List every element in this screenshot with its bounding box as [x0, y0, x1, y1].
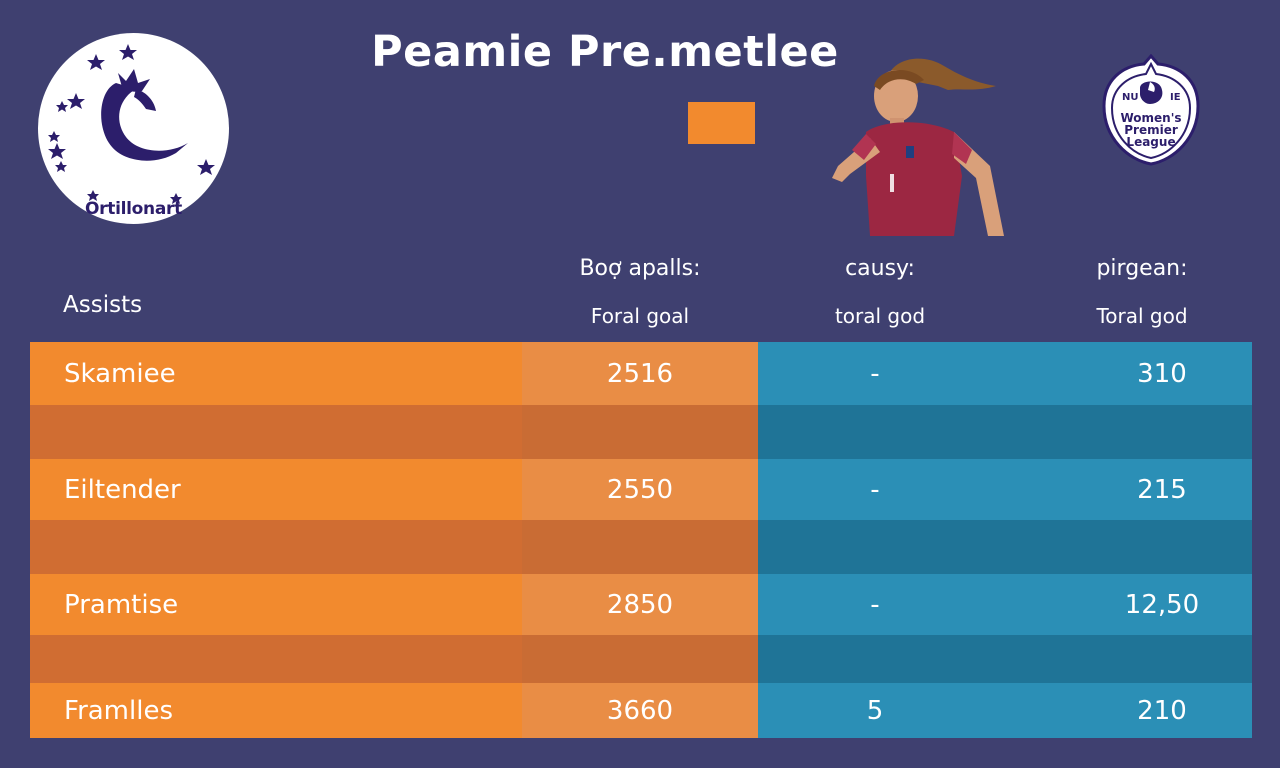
club-crest-logo: Ortillonart	[38, 33, 229, 224]
table-row: Skamiee 2516 - 310	[30, 342, 1252, 405]
pirgean-cell: 215	[1137, 474, 1187, 505]
league-logo: NU A IE Women's Premier League	[1100, 53, 1202, 166]
player-name-cell: Eiltender	[64, 474, 181, 505]
lion-shield-icon: NU A IE	[1102, 53, 1200, 166]
table-spacer-row	[30, 635, 1252, 683]
column-subheader-goals: Foral goal	[590, 304, 690, 328]
column-header-pirgean: pirgean:	[1096, 256, 1188, 281]
league-logo-line: Premier	[1124, 123, 1178, 137]
causy-cell: -	[870, 589, 880, 620]
row-header-assists: Assists	[63, 292, 143, 318]
goal-cell: 2550	[606, 474, 674, 505]
dragon-crest-icon	[48, 44, 215, 204]
goal-cell: 2850	[606, 589, 674, 620]
orange-color-swatch	[688, 102, 755, 144]
table-row: Pramtise 2850 - 12,50	[30, 574, 1252, 635]
goal-cell: 3660	[606, 695, 674, 726]
pirgean-cell: 310	[1137, 358, 1187, 389]
page-title: Peamie Pre.metlee	[371, 27, 839, 77]
league-logo-arc-left: NU A	[1122, 92, 1150, 103]
goal-cell: 2516	[606, 358, 674, 389]
table-row: Eiltender 2550 - 215	[30, 459, 1252, 520]
player-name-cell: Pramtise	[64, 589, 179, 620]
league-logo-text: Women's Premier League	[1100, 112, 1202, 148]
pirgean-cell: 12,50	[1124, 589, 1200, 620]
league-logo-line: Women's	[1120, 111, 1182, 125]
causy-cell: -	[870, 474, 880, 505]
player-name-cell: Skamiee	[64, 358, 176, 389]
column-subheader-pirgean: Toral god	[1096, 304, 1188, 328]
pirgean-cell: 210	[1137, 695, 1187, 726]
table-spacer-row	[30, 405, 1252, 459]
causy-cell: -	[870, 358, 880, 389]
league-logo-arc-right: IE	[1170, 92, 1181, 103]
table-row: Framlles 3660 5 210	[30, 683, 1252, 738]
club-crest-text: Ortillonart	[85, 199, 182, 219]
player-name-cell: Framlles	[64, 695, 174, 726]
running-player-icon	[832, 58, 1004, 236]
column-header-causy: causy:	[845, 256, 915, 281]
column-header-goals: Boợ apalls:	[579, 256, 701, 281]
column-subheader-causy: toral god	[834, 304, 926, 328]
stats-table: Skamiee 2516 - 310 Eiltender 2550 - 215 …	[30, 342, 1252, 738]
table-spacer-row	[30, 520, 1252, 574]
causy-cell: 5	[866, 695, 884, 726]
league-logo-line: League	[1126, 135, 1176, 149]
